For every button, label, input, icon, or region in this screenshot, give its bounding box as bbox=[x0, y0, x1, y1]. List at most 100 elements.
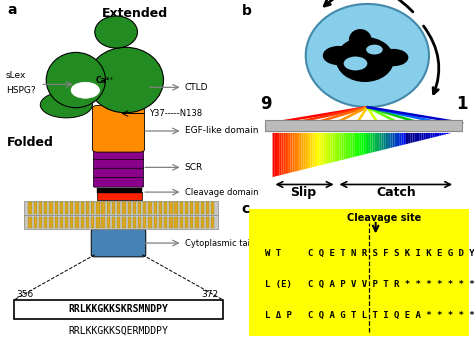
Text: RRLKKGKKSQERMDDPY: RRLKKGKKSQERMDDPY bbox=[69, 325, 168, 336]
Polygon shape bbox=[299, 133, 301, 170]
Text: L (E): L (E) bbox=[265, 280, 292, 289]
Polygon shape bbox=[382, 133, 383, 150]
Polygon shape bbox=[373, 133, 375, 152]
Bar bbox=[190, 202, 193, 214]
Polygon shape bbox=[390, 133, 392, 148]
Text: HSPG?: HSPG? bbox=[6, 86, 36, 95]
Bar bbox=[112, 216, 115, 228]
Text: C Q A G T L T I Q E A * * * * * *: C Q A G T L T I Q E A * * * * * * bbox=[308, 311, 474, 320]
Polygon shape bbox=[333, 133, 335, 162]
Polygon shape bbox=[368, 133, 370, 153]
Bar bbox=[28, 216, 32, 228]
Polygon shape bbox=[292, 133, 295, 172]
Bar bbox=[128, 202, 131, 214]
Polygon shape bbox=[444, 133, 446, 134]
Bar bbox=[265, 120, 462, 131]
Polygon shape bbox=[308, 133, 310, 168]
Text: C Q A P V V P T R * * * * * * * *: C Q A P V V P T R * * * * * * * * bbox=[308, 280, 474, 289]
Polygon shape bbox=[288, 133, 290, 173]
Polygon shape bbox=[435, 133, 437, 137]
Polygon shape bbox=[286, 133, 288, 174]
Polygon shape bbox=[346, 133, 348, 159]
Polygon shape bbox=[350, 133, 353, 158]
Polygon shape bbox=[337, 133, 339, 161]
Bar bbox=[34, 216, 37, 228]
Polygon shape bbox=[404, 133, 406, 145]
Bar bbox=[24, 215, 218, 229]
FancyBboxPatch shape bbox=[93, 158, 144, 168]
Bar bbox=[148, 216, 152, 228]
FancyBboxPatch shape bbox=[93, 177, 144, 187]
Polygon shape bbox=[415, 133, 417, 142]
Bar bbox=[96, 216, 100, 228]
Bar bbox=[185, 216, 188, 228]
Polygon shape bbox=[441, 133, 444, 135]
Circle shape bbox=[306, 4, 429, 107]
Bar bbox=[174, 216, 178, 228]
Bar bbox=[97, 188, 142, 193]
FancyBboxPatch shape bbox=[93, 150, 144, 159]
Bar bbox=[91, 216, 94, 228]
Text: b: b bbox=[242, 4, 252, 18]
Polygon shape bbox=[399, 133, 401, 146]
Bar bbox=[138, 216, 141, 228]
Text: Cytoplasmic tail: Cytoplasmic tail bbox=[185, 238, 252, 248]
Text: 1: 1 bbox=[456, 95, 468, 113]
Bar bbox=[107, 216, 110, 228]
Bar bbox=[117, 202, 120, 214]
Bar bbox=[28, 202, 32, 214]
Polygon shape bbox=[401, 133, 404, 145]
Polygon shape bbox=[328, 133, 330, 163]
Polygon shape bbox=[339, 133, 341, 160]
Polygon shape bbox=[412, 133, 415, 142]
Ellipse shape bbox=[46, 52, 105, 108]
Bar bbox=[122, 202, 126, 214]
Bar bbox=[128, 216, 131, 228]
Polygon shape bbox=[361, 133, 364, 155]
Bar bbox=[44, 202, 47, 214]
Text: Cleavage domain: Cleavage domain bbox=[185, 188, 258, 197]
Polygon shape bbox=[282, 133, 283, 175]
Polygon shape bbox=[446, 133, 448, 134]
Bar bbox=[112, 202, 115, 214]
Text: 9: 9 bbox=[260, 95, 271, 113]
Text: Folded: Folded bbox=[7, 136, 54, 149]
Bar bbox=[44, 216, 47, 228]
Polygon shape bbox=[379, 133, 382, 150]
Bar bbox=[55, 202, 58, 214]
Polygon shape bbox=[344, 133, 346, 159]
Bar bbox=[190, 216, 193, 228]
Text: Cleavage site: Cleavage site bbox=[347, 213, 421, 223]
Text: Y37-----N138: Y37-----N138 bbox=[149, 109, 202, 118]
Bar bbox=[174, 202, 178, 214]
Bar bbox=[65, 216, 68, 228]
Bar bbox=[24, 201, 218, 215]
Text: RRLKKGKKSKRSMNDPY: RRLKKGKKSKRSMNDPY bbox=[69, 304, 168, 314]
Polygon shape bbox=[290, 133, 292, 173]
Polygon shape bbox=[273, 133, 275, 177]
Text: 372: 372 bbox=[201, 290, 218, 299]
Text: a: a bbox=[7, 3, 17, 17]
Bar bbox=[180, 202, 183, 214]
Bar bbox=[86, 216, 89, 228]
Bar bbox=[169, 216, 173, 228]
Bar bbox=[81, 216, 84, 228]
Bar bbox=[24, 215, 218, 228]
Polygon shape bbox=[364, 133, 366, 155]
Bar bbox=[169, 202, 173, 214]
Bar bbox=[70, 202, 73, 214]
Bar bbox=[14, 300, 223, 319]
Bar bbox=[159, 216, 162, 228]
Bar bbox=[133, 216, 136, 228]
Polygon shape bbox=[321, 133, 324, 165]
Bar bbox=[138, 202, 141, 214]
Polygon shape bbox=[348, 133, 350, 158]
Polygon shape bbox=[319, 133, 321, 166]
Bar bbox=[97, 192, 142, 200]
Bar bbox=[201, 202, 204, 214]
Bar bbox=[55, 216, 58, 228]
Bar bbox=[211, 216, 214, 228]
Bar bbox=[180, 216, 183, 228]
Bar bbox=[34, 202, 37, 214]
Bar bbox=[101, 216, 105, 228]
